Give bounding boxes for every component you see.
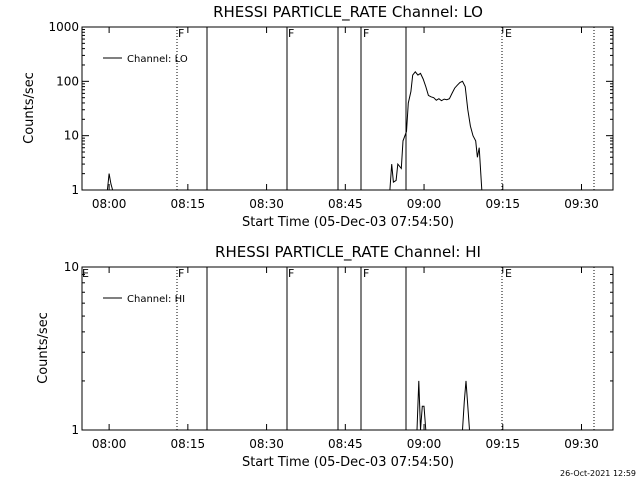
x-tick-label-hi-3: 08:45 <box>328 437 363 451</box>
x-axis-label-lo: Start Time (05-Dec-03 07:54:50) <box>242 215 454 230</box>
y-ticks-lo: 1 10 100 1000 <box>48 20 613 197</box>
x-tick-label-lo-1: 08:15 <box>171 197 206 211</box>
y-axis-label-hi: Counts/sec <box>36 312 51 384</box>
series-hi <box>416 380 470 431</box>
flag-label-hi-3: F <box>363 267 369 280</box>
flag-label-hi-4: E <box>505 267 512 280</box>
plot-frame-hi <box>81 266 614 431</box>
flag-label-lo-1: F <box>288 27 294 40</box>
x-tick-label-hi-6: 09:30 <box>564 437 599 451</box>
x-tick-label-lo-0: 08:00 <box>92 197 127 211</box>
chart-title-lo: RHESSI PARTICLE_RATE Channel: LO <box>213 3 483 22</box>
legend-label-hi: Channel: HI <box>127 294 185 305</box>
x-axis-label-hi: Start Time (05-Dec-03 07:54:50) <box>242 455 454 470</box>
y-tick-label-lo-3: 1000 <box>48 20 79 34</box>
x-tick-label-lo-5: 09:15 <box>485 197 520 211</box>
x-tick-label-hi-2: 08:30 <box>249 437 284 451</box>
y-tick-label-lo-2: 100 <box>56 74 79 88</box>
y-ticks-hi: 1 10 <box>64 260 613 437</box>
x-tick-label-lo-6: 09:30 <box>564 197 599 211</box>
chart-title-hi: RHESSI PARTICLE_RATE Channel: HI <box>215 243 481 262</box>
event-markers-hi <box>176 267 595 430</box>
series-line-lo-0-0 <box>106 173 114 191</box>
x-tick-label-hi-4: 09:00 <box>407 437 442 451</box>
flag-label-hi-0: E <box>82 267 89 280</box>
flag-label-lo-3: E <box>505 27 512 40</box>
x-tick-label-lo-4: 09:00 <box>407 197 442 211</box>
y-tick-label-hi-0: 1 <box>71 423 79 437</box>
x-ticks-lo: 08:00 08:15 08:30 08:45 09:00 09:15 09:30 <box>92 27 599 211</box>
legend-hi: Channel: HI <box>103 294 185 305</box>
x-tick-label-lo-3: 08:45 <box>328 197 363 211</box>
series-line-hi-0-0 <box>416 380 427 431</box>
series-line-lo-0-1 <box>389 70 483 191</box>
chart-panel-lo: RHESSI PARTICLE_RATE Channel: LO Counts/… <box>22 3 614 230</box>
x-ticks-hi: 08:00 08:15 08:30 08:45 09:00 09:15 09:30 <box>92 267 599 451</box>
flag-label-hi-1: F <box>178 267 184 280</box>
x-tick-label-lo-2: 08:30 <box>249 197 284 211</box>
event-markers-lo <box>176 27 595 190</box>
timestamp-footer: 26-Oct-2021 12:59 <box>560 469 636 478</box>
y-axis-label-lo: Counts/sec <box>22 72 37 144</box>
plot-frame-lo <box>81 26 614 191</box>
legend-lo: Channel: LO <box>103 54 188 65</box>
x-tick-label-hi-1: 08:15 <box>171 437 206 451</box>
series-lo <box>106 70 483 191</box>
y-tick-label-lo-1: 10 <box>64 129 79 143</box>
legend-label-lo: Channel: LO <box>127 54 188 65</box>
flag-label-hi-2: F <box>288 267 294 280</box>
series-line-hi-0-1 <box>462 380 470 431</box>
y-tick-label-hi-1: 10 <box>64 260 79 274</box>
x-tick-label-hi-0: 08:00 <box>92 437 127 451</box>
chart-panel-hi: RHESSI PARTICLE_RATE Channel: HI Counts/… <box>36 243 614 470</box>
flag-label-lo-0: F <box>178 27 184 40</box>
flag-label-lo-2: F <box>363 27 369 40</box>
y-tick-label-lo-0: 1 <box>71 183 79 197</box>
x-tick-label-hi-5: 09:15 <box>485 437 520 451</box>
